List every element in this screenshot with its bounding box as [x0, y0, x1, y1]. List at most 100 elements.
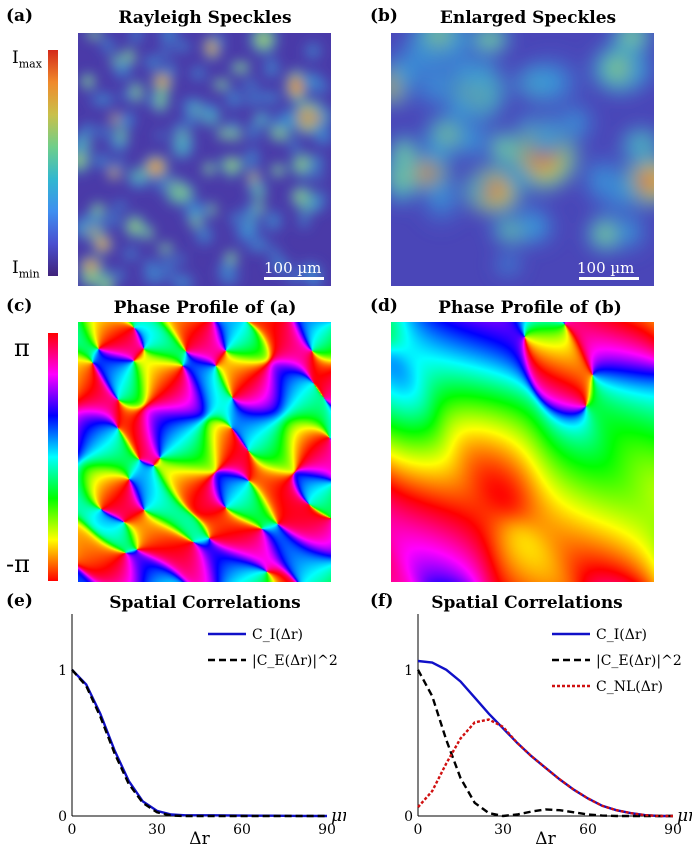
- speckle-image-a: 100 µm: [78, 33, 331, 286]
- speckle-blob: [173, 181, 193, 205]
- colorbar-max-label: Imax: [12, 48, 42, 71]
- phase-image-d: [391, 322, 654, 582]
- panel-title-d: Phase Profile of (b): [438, 298, 622, 318]
- x-tick-label: 0: [68, 822, 77, 838]
- speckle-blob: [155, 241, 176, 256]
- panel-title-f: Spatial Correlations: [431, 593, 623, 613]
- scalebar-label-a: 100 µm: [264, 259, 322, 277]
- x-tick-label: 90: [318, 822, 336, 838]
- speckle-blob: [78, 213, 95, 244]
- x-axis-label: Δr: [535, 829, 556, 849]
- phase-min-label: -π: [6, 550, 30, 578]
- speckle-blob: [89, 148, 115, 174]
- panel-label-e: (e): [6, 591, 33, 611]
- speckle-blob: [259, 50, 284, 85]
- speckle-blob: [106, 213, 123, 231]
- speckle-blob: [159, 173, 181, 188]
- speckle-blob: [186, 63, 211, 84]
- speckle-blob: [116, 110, 139, 126]
- speckle-blob: [391, 129, 421, 179]
- speckle-blob: [240, 141, 264, 175]
- speckle-blob: [244, 175, 269, 197]
- speckle-blob: [190, 221, 218, 250]
- y-tick-label: 0: [404, 809, 413, 825]
- speckle-blob: [497, 157, 540, 198]
- series-line: [417, 718, 673, 818]
- speckle-blob: [220, 84, 248, 114]
- legend-label: C_NL(Δr): [596, 679, 663, 695]
- speckle-blob: [222, 116, 244, 134]
- speckle-blob: [156, 252, 179, 277]
- legend-label: |C_E(Δr)|^2: [596, 653, 682, 669]
- panel-title-a: Rayleigh Speckles: [118, 8, 292, 28]
- speckle-blob: [152, 129, 169, 142]
- speckle-blob: [510, 119, 577, 168]
- intensity-colorbar: [48, 50, 58, 276]
- speckle-blob: [295, 211, 313, 232]
- speckle-blob: [96, 34, 119, 57]
- speckle-blob: [78, 119, 101, 141]
- x-tick-label: 90: [664, 822, 682, 838]
- speckle-blob: [285, 136, 304, 156]
- x-tick-label: 0: [414, 822, 423, 838]
- speckle-blob: [210, 33, 228, 54]
- speckle-blob: [391, 33, 436, 114]
- phase-colorbar: [48, 333, 58, 581]
- speckle-blob: [117, 87, 139, 103]
- speckle-blob: [293, 67, 330, 93]
- x-tick-label: 30: [494, 822, 512, 838]
- speckle-blob: [509, 61, 575, 100]
- speckle-blob: [300, 38, 326, 64]
- speckle-blob: [111, 153, 128, 174]
- speckle-blob: [270, 111, 289, 134]
- speckle-blob: [200, 159, 218, 178]
- speckle-blob: [259, 205, 288, 237]
- speckle-blob: [309, 124, 331, 150]
- speckle-blob: [297, 193, 331, 216]
- speckle-blob: [78, 71, 98, 92]
- x-tick-label: 30: [148, 822, 166, 838]
- panel-title-e: Spatial Correlations: [109, 593, 301, 613]
- x-unit-label: μm: [677, 806, 692, 826]
- speckle-blob: [227, 59, 254, 77]
- speckle-blob: [268, 161, 288, 180]
- panel-title-c: Phase Profile of (a): [113, 298, 297, 318]
- speckle-blob: [616, 47, 654, 94]
- speckle-image-b: 100 µm: [391, 33, 654, 286]
- speckle-blob: [488, 248, 528, 281]
- speckle-blob: [125, 33, 148, 47]
- phase-max-label: π: [14, 334, 30, 362]
- speckle-blob: [509, 203, 564, 253]
- correlation-chart-e: 0 30 60 90 0 1 μm Δr C_I(Δr) |C_E(Δr)|^2: [58, 614, 346, 849]
- scalebar-b: [579, 277, 639, 280]
- scalebar-label-b: 100 µm: [577, 259, 635, 277]
- legend-label: C_I(Δr): [252, 627, 303, 643]
- speckle-blob: [160, 58, 180, 82]
- speckle-blob: [118, 244, 144, 264]
- speckle-blob: [78, 267, 109, 286]
- speckle-blob: [250, 107, 276, 128]
- panel-label-f: (f): [370, 591, 394, 611]
- legend-label: C_I(Δr): [596, 627, 647, 643]
- panel-label-b: (b): [370, 6, 398, 26]
- speckle-blob: [307, 150, 329, 175]
- speckle-blob: [605, 204, 654, 260]
- colorbar-min-label: Imin: [12, 258, 40, 281]
- panel-title-b: Enlarged Speckles: [439, 8, 617, 28]
- panel-label-d: (d): [370, 296, 398, 316]
- speckle-blob: [215, 258, 235, 279]
- legend-label: |C_E(Δr)|^2: [252, 653, 338, 669]
- x-tick-label: 60: [233, 822, 251, 838]
- series-line: [416, 669, 673, 818]
- speckle-blob: [170, 37, 194, 56]
- panel-label-a: (a): [6, 6, 34, 26]
- speckle-blob: [140, 254, 161, 277]
- speckle-blob: [240, 91, 263, 109]
- speckle-blob: [180, 199, 214, 222]
- speckle-blob: [237, 77, 265, 94]
- speckle-blob: [124, 168, 154, 193]
- scalebar-a: [264, 277, 324, 280]
- x-unit-label: μm: [331, 806, 346, 826]
- y-tick-label: 1: [58, 663, 67, 679]
- speckle-blob: [109, 265, 129, 285]
